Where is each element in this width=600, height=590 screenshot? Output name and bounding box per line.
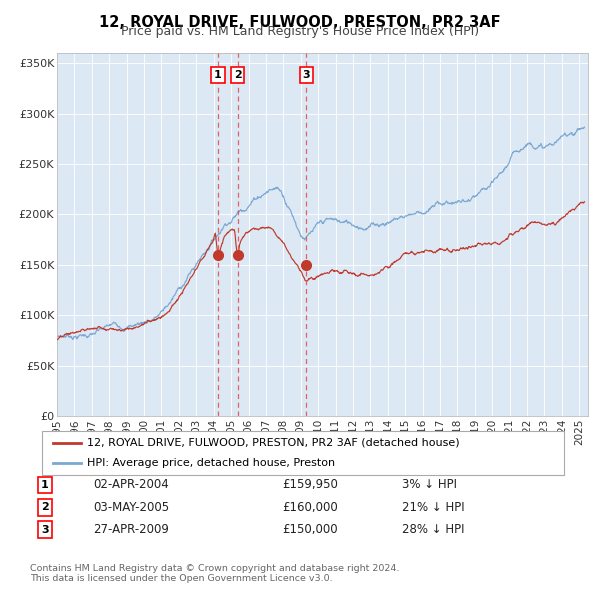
Text: 28% ↓ HPI: 28% ↓ HPI <box>402 523 464 536</box>
Text: Price paid vs. HM Land Registry's House Price Index (HPI): Price paid vs. HM Land Registry's House … <box>121 25 479 38</box>
Text: 2: 2 <box>233 70 241 80</box>
Text: Contains HM Land Registry data © Crown copyright and database right 2024.
This d: Contains HM Land Registry data © Crown c… <box>30 563 400 583</box>
Text: 1: 1 <box>41 480 49 490</box>
Text: 21% ↓ HPI: 21% ↓ HPI <box>402 501 464 514</box>
Text: 03-MAY-2005: 03-MAY-2005 <box>93 501 169 514</box>
Text: 2: 2 <box>41 503 49 512</box>
Text: 12, ROYAL DRIVE, FULWOOD, PRESTON, PR2 3AF (detached house): 12, ROYAL DRIVE, FULWOOD, PRESTON, PR2 3… <box>87 438 460 448</box>
Text: 3% ↓ HPI: 3% ↓ HPI <box>402 478 457 491</box>
Text: 27-APR-2009: 27-APR-2009 <box>93 523 169 536</box>
Text: 3: 3 <box>302 70 310 80</box>
Text: 3: 3 <box>41 525 49 535</box>
Text: 1: 1 <box>214 70 222 80</box>
Text: 12, ROYAL DRIVE, FULWOOD, PRESTON, PR2 3AF: 12, ROYAL DRIVE, FULWOOD, PRESTON, PR2 3… <box>99 15 501 30</box>
Text: £150,000: £150,000 <box>282 523 338 536</box>
Text: £159,950: £159,950 <box>282 478 338 491</box>
Text: 02-APR-2004: 02-APR-2004 <box>93 478 169 491</box>
Text: HPI: Average price, detached house, Preston: HPI: Average price, detached house, Pres… <box>87 458 335 468</box>
Text: £160,000: £160,000 <box>282 501 338 514</box>
